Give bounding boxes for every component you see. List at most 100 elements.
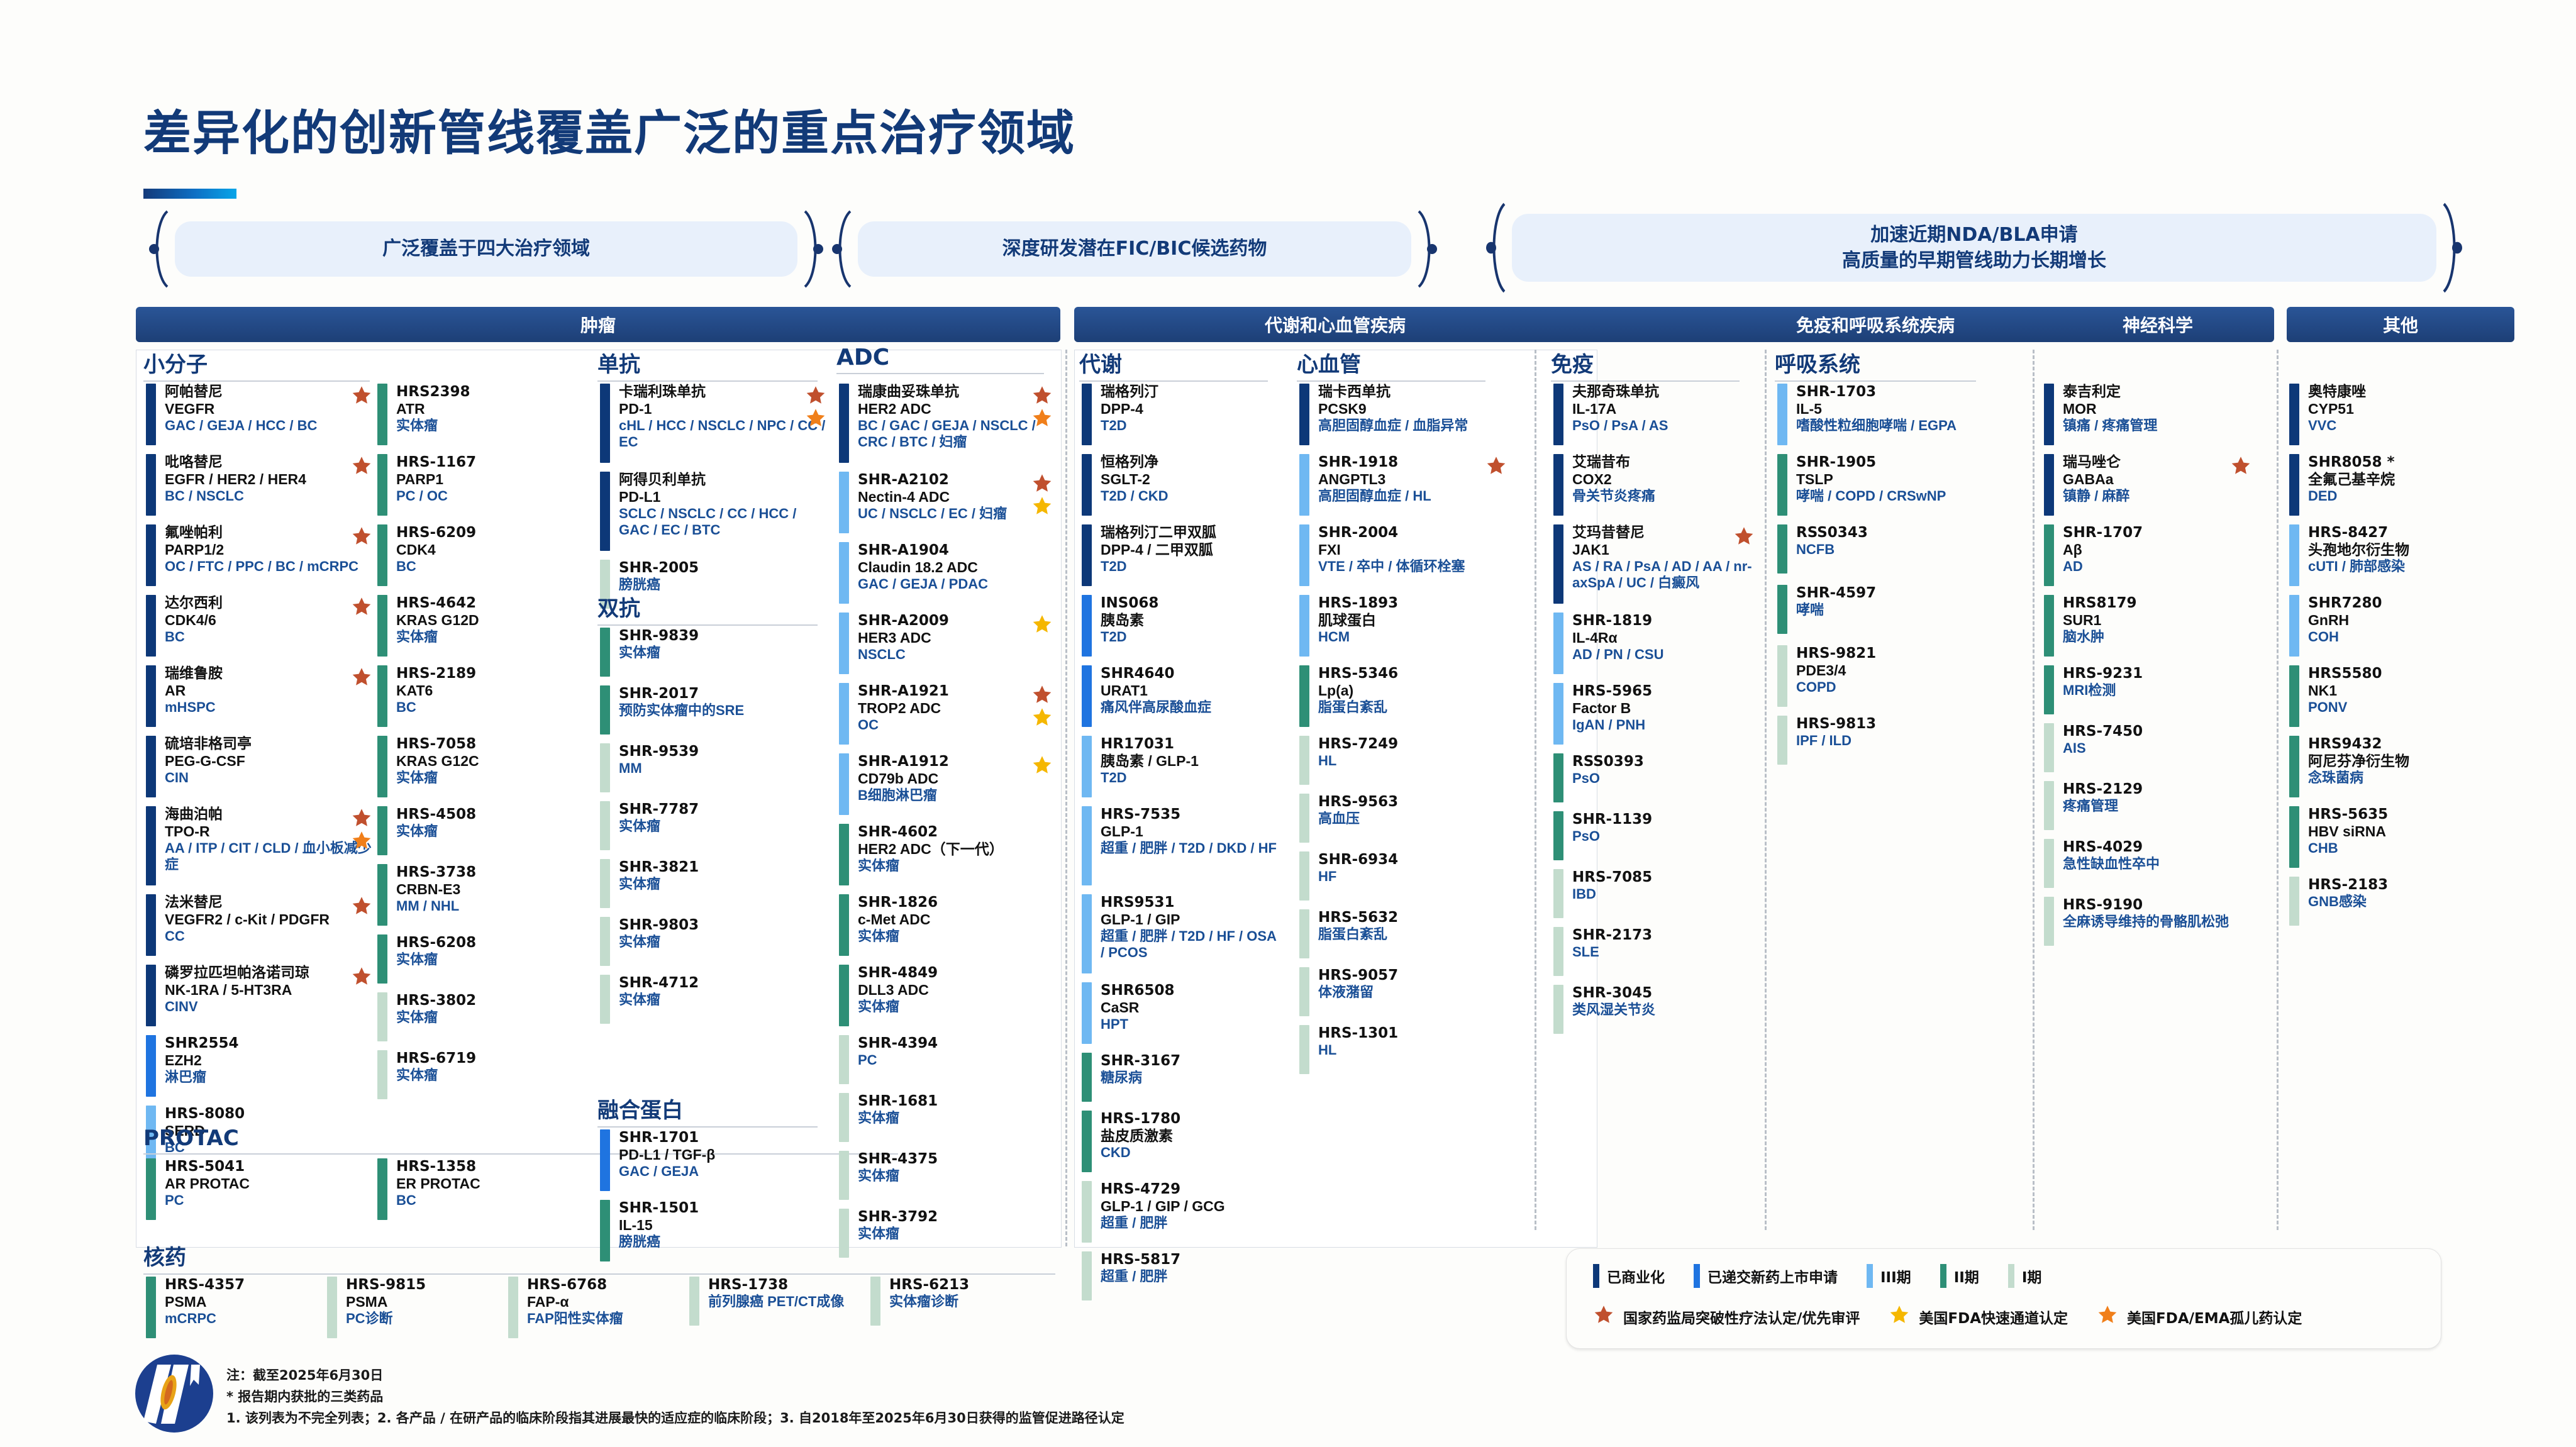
drug-card[interactable]: HRS8179 SUR1 脑水肿 bbox=[2044, 595, 2258, 657]
drug-card[interactable]: HRS-8427 头孢地尔衍生物 cUTI / 肺部感染 bbox=[2289, 524, 2503, 586]
drug-card[interactable]: 瑞马唑仑 GABAa 镇静 / 麻醉 bbox=[2044, 454, 2258, 516]
drug-card[interactable]: HRS-5041 AR PROTAC PC bbox=[146, 1158, 360, 1220]
drug-card[interactable]: HRS-2129 疼痛管理 bbox=[2044, 781, 2258, 830]
drug-card[interactable]: SHR7280 GnRH COH bbox=[2289, 595, 2503, 657]
drug-card[interactable]: HRS-5635 HBV siRNA CHB bbox=[2289, 806, 2503, 868]
drug-card[interactable]: SHR-4602 HER2 ADC（下一代） 实体瘤 bbox=[839, 824, 1059, 885]
drug-card[interactable]: SHR-1681 实体瘤 bbox=[839, 1093, 1059, 1142]
drug-card[interactable]: HRS-2189 KAT6 BC bbox=[377, 665, 585, 727]
drug-card[interactable]: 恒格列净 SGLT-2 T2D / CKD bbox=[1082, 454, 1283, 516]
drug-card[interactable]: HRS-9813 IPF / ILD bbox=[1777, 716, 1985, 765]
drug-card[interactable]: HRS-4642 KRAS G12D 实体瘤 bbox=[377, 595, 585, 657]
drug-card[interactable]: HRS-5632 脂蛋白紊乱 bbox=[1299, 909, 1513, 958]
drug-card[interactable]: HRS-9821 PDE3/4 COPD bbox=[1777, 645, 1985, 707]
drug-card[interactable]: HRS-7535 GLP-1 超重 / 肥胖 / T2D / DKD / HF bbox=[1082, 806, 1283, 885]
drug-card[interactable]: HRS-6768 FAP-α FAP阳性实体瘤 bbox=[508, 1277, 687, 1338]
drug-card[interactable]: HRS-7450 AIS bbox=[2044, 723, 2258, 772]
drug-card[interactable]: SHR-1703 IL-5 嗜酸性粒细胞哮喘 / EGPA bbox=[1777, 384, 1985, 445]
drug-card[interactable]: SHR-A1921 TROP2 ADC OC bbox=[839, 683, 1059, 745]
drug-card[interactable]: 达尔西利 CDK4/6 BC bbox=[146, 595, 379, 657]
drug-card[interactable]: SHR-9839 实体瘤 bbox=[600, 628, 820, 677]
drug-card[interactable]: HRS-1358 ER PROTAC BC bbox=[377, 1158, 591, 1220]
drug-card[interactable]: HRS-6213 实体瘤诊断 bbox=[870, 1277, 1050, 1326]
drug-card[interactable]: 瑞格列汀二甲双胍 DPP-4 / 二甲双胍 T2D bbox=[1082, 524, 1283, 586]
drug-card[interactable]: SHR2554 EZH2 淋巴瘤 bbox=[146, 1035, 379, 1097]
drug-card[interactable]: SHR-1826 c-Met ADC 实体瘤 bbox=[839, 894, 1059, 956]
drug-card[interactable]: HRS-3738 CRBN-E3 MM / NHL bbox=[377, 864, 585, 926]
drug-card[interactable]: SHR-4597 哮喘 bbox=[1777, 585, 1985, 634]
drug-card[interactable]: SHR-A2009 HER3 ADC NSCLC bbox=[839, 613, 1059, 674]
drug-card[interactable]: SHR-4849 DLL3 ADC 实体瘤 bbox=[839, 965, 1059, 1026]
drug-card[interactable]: HRS2398 ATR 实体瘤 bbox=[377, 384, 585, 445]
drug-card[interactable]: SHR-3821 实体瘤 bbox=[600, 859, 820, 908]
drug-card[interactable]: HRS-7085 IBD bbox=[1553, 869, 1761, 918]
drug-card[interactable]: 奥特康唑 CYP51 VVC bbox=[2289, 384, 2503, 445]
drug-card[interactable]: 卡瑞利珠单抗 PD-1 cHL / HCC / NSCLC / NPC / CC /… bbox=[600, 384, 833, 463]
drug-card[interactable]: SHR8058 * 全氟己基辛烷 DED bbox=[2289, 454, 2503, 516]
drug-card[interactable]: HRS-1893 肌球蛋白 HCM bbox=[1299, 595, 1513, 657]
drug-card[interactable]: SHR-7787 实体瘤 bbox=[600, 801, 820, 850]
drug-card[interactable]: RSS0393 PsO bbox=[1553, 753, 1761, 802]
drug-card[interactable]: SHR-1918 ANGPTL3 高胆固醇血症 / HL bbox=[1299, 454, 1513, 516]
drug-card[interactable]: HRS-6208 实体瘤 bbox=[377, 934, 585, 984]
drug-card[interactable]: 阿帕替尼 VEGFR GAC / GEJA / HCC / BC bbox=[146, 384, 379, 445]
drug-card[interactable]: SHR-1501 IL-15 膀胱癌 bbox=[600, 1200, 820, 1261]
drug-card[interactable]: HRS9432 阿尼芬净衍生物 念珠菌病 bbox=[2289, 736, 2503, 797]
drug-card[interactable]: HRS-5346 Lp(a) 脂蛋白紊乱 bbox=[1299, 665, 1513, 727]
drug-card[interactable]: HRS-4357 PSMA mCRPC bbox=[146, 1277, 325, 1338]
drug-card[interactable]: HRS-1738 前列腺癌 PET/CT成像 bbox=[689, 1277, 869, 1326]
drug-card[interactable]: 瑞卡西单抗 PCSK9 高胆固醇血症 / 血脂异常 bbox=[1299, 384, 1513, 445]
drug-card[interactable]: HRS-5965 Factor B IgAN / PNH bbox=[1553, 683, 1761, 745]
drug-card[interactable]: SHR-3167 糖尿病 bbox=[1082, 1053, 1283, 1102]
drug-card[interactable]: 泰吉利定 MOR 镇痛 / 疼痛管理 bbox=[2044, 384, 2258, 445]
drug-card[interactable]: HRS-1167 PARP1 PC / OC bbox=[377, 454, 585, 516]
drug-card[interactable]: SHR-A1904 Claudin 18.2 ADC GAC / GEJA / PD… bbox=[839, 542, 1059, 604]
drug-card[interactable]: SHR-4375 实体瘤 bbox=[839, 1151, 1059, 1200]
drug-card[interactable]: INS068 胰岛素 T2D bbox=[1082, 595, 1283, 657]
drug-card[interactable]: HRS-7249 HL bbox=[1299, 736, 1513, 785]
drug-card[interactable]: SHR-1139 PsO bbox=[1553, 811, 1761, 860]
drug-card[interactable]: SHR-2017 预防实体瘤中的SRE bbox=[600, 685, 820, 735]
drug-card[interactable]: HRS-1301 HL bbox=[1299, 1025, 1513, 1074]
drug-card[interactable]: SHR-2005 膀胱癌 bbox=[600, 560, 833, 609]
drug-card[interactable]: HRS-9815 PSMA PC诊断 bbox=[327, 1277, 506, 1338]
drug-card[interactable]: 阿得贝利单抗 PD-L1 SCLC / NSCLC / CC / HCC / GAC… bbox=[600, 472, 833, 551]
drug-card[interactable]: SHR-4712 实体瘤 bbox=[600, 975, 820, 1024]
drug-card[interactable]: HRS-9190 全麻诱导维持的骨骼肌松弛 bbox=[2044, 897, 2258, 946]
drug-card[interactable]: SHR-A1912 CD79b ADC B细胞淋巴瘤 bbox=[839, 753, 1059, 815]
drug-card[interactable]: HRS-3802 实体瘤 bbox=[377, 992, 585, 1041]
drug-card[interactable]: HRS-6209 CDK4 BC bbox=[377, 524, 585, 586]
drug-card[interactable]: 硫培非格司亭 PEG-G-CSF CIN bbox=[146, 736, 379, 797]
drug-card[interactable]: HRS-2183 GNB感染 bbox=[2289, 877, 2503, 926]
drug-card[interactable]: 瑞康曲妥珠单抗 HER2 ADC BC / GAC / GEJA / NSCLC /… bbox=[839, 384, 1059, 463]
drug-card[interactable]: SHR-2173 SLE bbox=[1553, 927, 1761, 976]
drug-card[interactable]: 夫那奇珠单抗 IL-17A PsO / PsA / AS bbox=[1553, 384, 1761, 445]
drug-card[interactable]: HRS-4729 GLP-1 / GIP / GCG 超重 / 肥胖 bbox=[1082, 1181, 1283, 1243]
drug-card[interactable]: SHR-6934 HF bbox=[1299, 851, 1513, 901]
drug-card[interactable]: 海曲泊帕 TPO-R AA / ITP / CIT / CLD / 血小板减少症 bbox=[146, 806, 379, 885]
drug-card[interactable]: 磷罗拉匹坦帕洛诺司琼 NK-1RA / 5-HT3RA CINV bbox=[146, 965, 379, 1026]
drug-card[interactable]: SHR-1819 IL-4Rα AD / PN / CSU bbox=[1553, 613, 1761, 674]
drug-card[interactable]: 氟唑帕利 PARP1/2 OC / FTC / PPC / BC / mCRPC bbox=[146, 524, 379, 586]
drug-card[interactable]: RSS0343 NCFB bbox=[1777, 524, 1985, 574]
drug-card[interactable]: HR17031 胰岛素 / GLP-1 T2D bbox=[1082, 736, 1283, 797]
drug-card[interactable]: 艾瑞昔布 COX2 骨关节炎疼痛 bbox=[1553, 454, 1761, 516]
drug-card[interactable]: HRS-9231 MRI检测 bbox=[2044, 665, 2258, 714]
drug-card[interactable]: SHR-3792 实体瘤 bbox=[839, 1209, 1059, 1258]
drug-card[interactable]: HRS-9563 高血压 bbox=[1299, 794, 1513, 843]
drug-card[interactable]: HRS-8080 SERD BC bbox=[146, 1106, 379, 1167]
drug-card[interactable]: SHR4640 URAT1 痛风伴高尿酸血症 bbox=[1082, 665, 1283, 727]
drug-card[interactable]: HRS-5817 超重 / 肥胖 bbox=[1082, 1251, 1283, 1300]
drug-card[interactable]: SHR-1707 Aβ AD bbox=[2044, 524, 2258, 586]
drug-card[interactable]: HRS-7058 KRAS G12C 实体瘤 bbox=[377, 736, 585, 797]
drug-card[interactable]: SHR-9539 MM bbox=[600, 743, 820, 792]
drug-card[interactable]: SHR-1701 PD-L1 / TGF-β GAC / GEJA bbox=[600, 1129, 820, 1191]
drug-card[interactable]: 瑞维鲁胺 AR mHSPC bbox=[146, 665, 379, 727]
drug-card[interactable]: SHR-4394 PC bbox=[839, 1035, 1059, 1084]
drug-card[interactable]: HRS9531 GLP-1 / GIP 超重 / 肥胖 / T2D / HF / O… bbox=[1082, 894, 1283, 973]
drug-card[interactable]: HRS-9057 体液潴留 bbox=[1299, 967, 1513, 1016]
drug-card[interactable]: 艾玛昔替尼 JAK1 AS / RA / PsA / AD / AA / nr-ax… bbox=[1553, 524, 1761, 604]
drug-card[interactable]: 瑞格列汀 DPP-4 T2D bbox=[1082, 384, 1283, 445]
drug-card[interactable]: 吡咯替尼 EGFR / HER2 / HER4 BC / NSCLC bbox=[146, 454, 379, 516]
drug-card[interactable]: HRS5580 NK1 PONV bbox=[2289, 665, 2503, 727]
